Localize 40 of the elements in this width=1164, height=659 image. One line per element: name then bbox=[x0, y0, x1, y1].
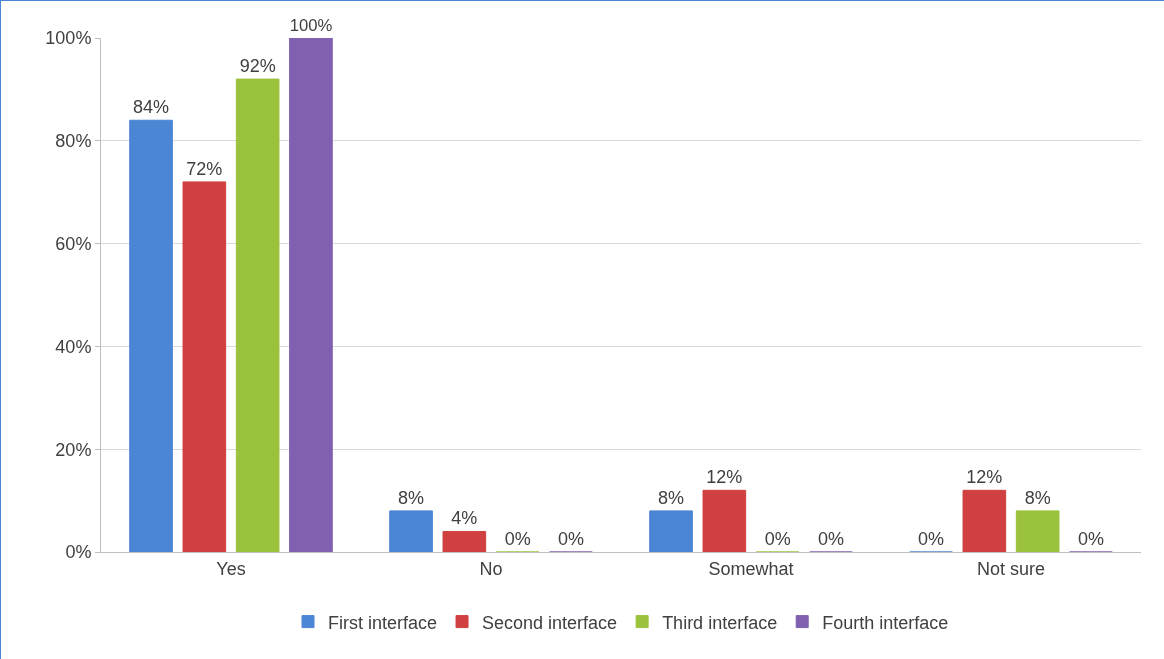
data-label: 0% bbox=[764, 529, 791, 549]
x-tick-label: Not sure bbox=[976, 558, 1046, 579]
legend-label: Second interface bbox=[482, 612, 618, 633]
x-tick-label: No bbox=[479, 558, 503, 579]
data-label: 12% bbox=[966, 467, 1003, 488]
bar bbox=[1015, 510, 1060, 552]
bar bbox=[289, 38, 333, 552]
data-label: 84% bbox=[133, 97, 170, 118]
data-label: 4% bbox=[451, 508, 478, 529]
y-tick-label: 20% bbox=[55, 439, 92, 460]
y-tick-label: 40% bbox=[55, 336, 92, 357]
bar bbox=[389, 510, 433, 552]
data-label: 92% bbox=[239, 56, 276, 77]
data-label: 72% bbox=[186, 158, 223, 179]
bar bbox=[129, 119, 173, 552]
data-label: 8% bbox=[398, 487, 425, 508]
bar bbox=[182, 181, 227, 552]
data-label: 0% bbox=[557, 529, 584, 549]
data-label: 8% bbox=[658, 487, 685, 508]
bar bbox=[649, 510, 693, 552]
bar bbox=[702, 489, 747, 552]
bar bbox=[442, 530, 487, 552]
x-tick-label: Somewhat bbox=[708, 558, 794, 579]
data-label: 100% bbox=[289, 16, 333, 36]
data-label: 0% bbox=[1077, 529, 1104, 549]
y-tick-label: 60% bbox=[55, 233, 92, 254]
y-tick-label: 100% bbox=[45, 28, 92, 49]
data-label: 0% bbox=[918, 529, 945, 549]
data-label: 12% bbox=[706, 467, 743, 488]
bar bbox=[235, 78, 280, 552]
legend-label: Fourth interface bbox=[822, 612, 949, 633]
y-tick-label: 80% bbox=[55, 131, 92, 152]
x-tick-label: Yes bbox=[216, 558, 246, 579]
legend-label: Third interface bbox=[662, 612, 778, 633]
data-label: 8% bbox=[1024, 487, 1051, 508]
y-tick-label: 0% bbox=[65, 542, 92, 563]
data-label: 0% bbox=[504, 529, 531, 549]
data-label: 0% bbox=[817, 529, 844, 549]
bar bbox=[962, 489, 1007, 552]
legend-label: First interface bbox=[328, 612, 438, 633]
